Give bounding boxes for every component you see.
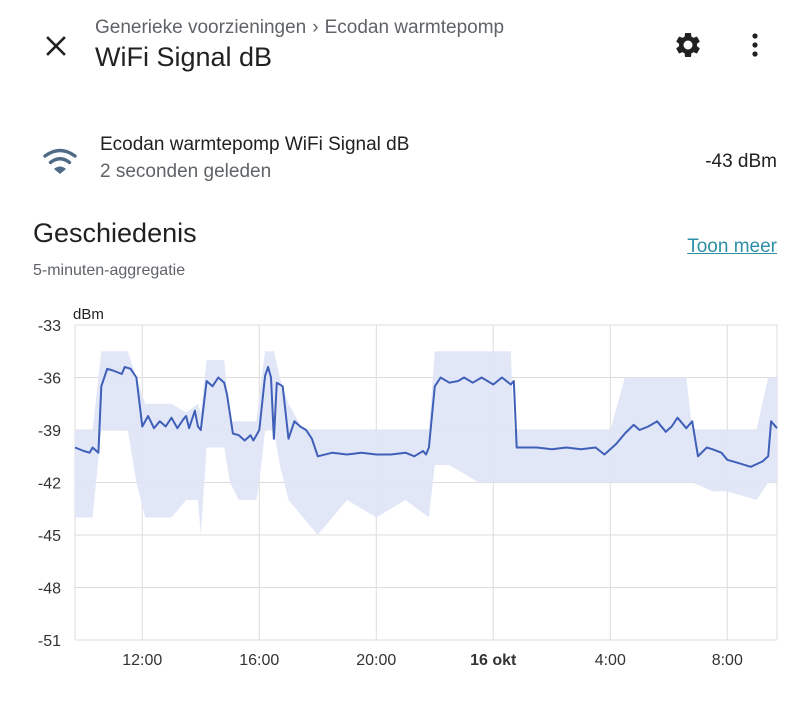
y-tick-label: -39 xyxy=(38,423,61,440)
entity-state-value: -43 dBm xyxy=(705,151,777,172)
breadcrumb-separator: › xyxy=(312,17,319,38)
show-more-link[interactable]: Toon meer xyxy=(687,236,777,257)
overflow-menu-button[interactable] xyxy=(735,25,775,65)
breadcrumb: Generieke voorzieningen › Ecodan warmtepom… xyxy=(95,17,504,39)
min-max-range-band xyxy=(75,351,777,535)
close-button[interactable] xyxy=(36,26,76,66)
y-tick-label: -48 xyxy=(38,581,61,598)
x-tick-label: 12:00 xyxy=(122,652,162,669)
y-tick-label: -42 xyxy=(38,476,61,493)
entity-name: Ecodan warmtepomp WiFi Signal dB xyxy=(100,134,410,155)
x-tick-label: 16:00 xyxy=(239,652,279,669)
x-tick-label: 4:00 xyxy=(595,652,626,669)
y-tick-label: -36 xyxy=(38,371,61,388)
x-tick-label: 20:00 xyxy=(356,652,396,669)
history-title: Geschiedenis xyxy=(33,218,197,248)
aggregation-label: 5-minuten-aggregatie xyxy=(33,262,186,279)
history-chart[interactable]: -33 -36 -39 -42 -45 -48 -51 12:00 16:00 20:00 16 o… xyxy=(0,300,800,680)
page-title: WiFi Signal dB xyxy=(95,42,273,72)
more-vertical-icon xyxy=(752,33,758,57)
y-axis-unit-label: dBm xyxy=(73,306,104,323)
wifi-icon xyxy=(43,148,77,174)
y-tick-label: -51 xyxy=(38,633,61,650)
x-tick-label: 8:00 xyxy=(712,652,743,669)
entity-last-changed: 2 seconden geleden xyxy=(100,161,272,182)
mean-series-line xyxy=(74,366,778,468)
breadcrumb-parent[interactable]: Generieke voorzieningen xyxy=(95,17,307,38)
close-icon xyxy=(46,36,66,56)
y-tick-label: -45 xyxy=(38,528,61,545)
settings-button[interactable] xyxy=(668,25,708,65)
breadcrumb-current[interactable]: Ecodan warmtepomp xyxy=(324,17,505,38)
y-tick-label: -33 xyxy=(38,318,61,335)
x-tick-label: 16 okt xyxy=(470,652,517,669)
gear-icon xyxy=(676,32,700,57)
